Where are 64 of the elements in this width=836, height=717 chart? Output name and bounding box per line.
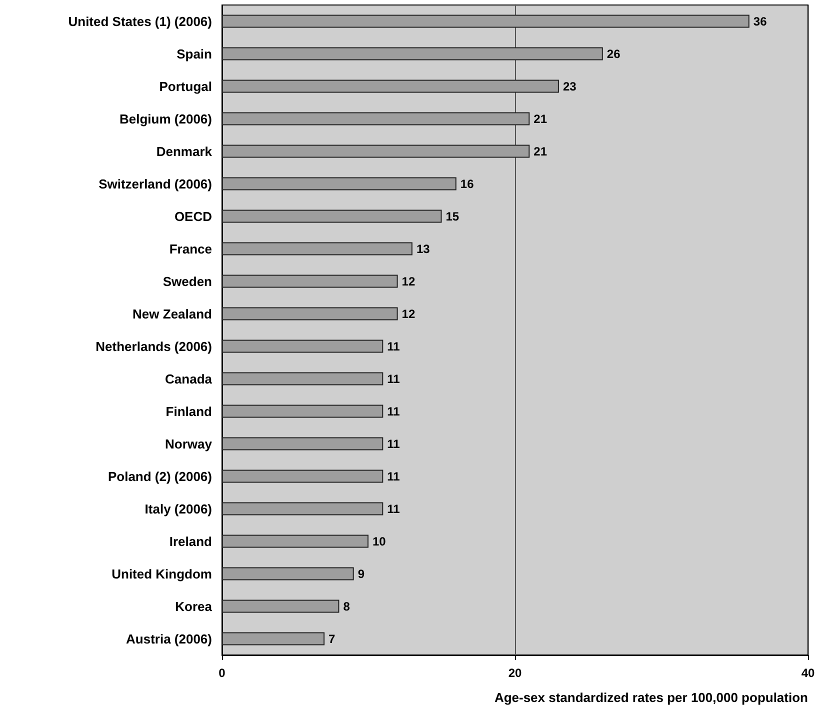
bar <box>222 567 354 580</box>
bar <box>222 340 384 353</box>
y-tick-label: Korea <box>175 598 213 614</box>
bar <box>222 177 456 190</box>
data-label: 11 <box>387 469 400 484</box>
bar <box>222 242 412 256</box>
bar <box>222 632 325 646</box>
bar <box>222 80 559 93</box>
data-label: 16 <box>460 176 474 191</box>
data-label: 11 <box>387 404 400 418</box>
data-label: 21 <box>534 112 548 126</box>
y-tick-label: Norway <box>165 436 213 452</box>
bar <box>222 404 384 418</box>
y-tick-label: Netherlands (2006) <box>96 338 212 354</box>
data-label: 15 <box>446 209 460 224</box>
x-tick-label: 0 <box>218 666 226 680</box>
bar <box>222 534 368 548</box>
data-label: 12 <box>402 274 416 288</box>
y-tick-label: Sweden <box>162 274 212 289</box>
y-tick-label: Belgium (2006) <box>120 111 212 126</box>
y-tick-label: Canada <box>165 371 213 386</box>
data-label: 23 <box>562 79 577 94</box>
y-tick-label: Austria (2006) <box>126 631 212 646</box>
bar <box>222 14 750 28</box>
y-tick-label: Italy (2006) <box>144 501 212 516</box>
y-tick-label: Portugal <box>159 78 212 94</box>
data-label: 8 <box>343 599 350 614</box>
data-label: 7 <box>328 632 336 646</box>
bar <box>222 502 384 516</box>
bar <box>222 307 398 320</box>
data-label: 9 <box>358 566 365 581</box>
y-tick-label: Spain <box>176 46 212 62</box>
bar <box>222 470 384 483</box>
x-tick-label: 20 <box>508 666 522 680</box>
data-label: 11 <box>387 372 400 386</box>
bar <box>222 112 530 126</box>
y-tick-label: Finland <box>166 404 212 419</box>
data-label: 11 <box>387 502 400 516</box>
y-tick-label: OECD <box>174 208 212 224</box>
bar <box>222 144 530 158</box>
y-tick-label: Poland (2) (2006) <box>108 468 212 484</box>
data-label: 12 <box>402 306 416 321</box>
data-label: 36 <box>753 14 768 28</box>
data-label: 11 <box>387 339 400 354</box>
y-tick-label: Ireland <box>169 534 212 549</box>
y-tick-label: New Zealand <box>132 306 212 322</box>
bar <box>222 47 603 60</box>
bar <box>222 274 398 288</box>
data-label: 26 <box>606 46 621 61</box>
data-label: 21 <box>534 144 548 158</box>
x-axis-title: Age-sex standardized rates per 100,000 population <box>494 690 808 705</box>
bar <box>222 210 442 223</box>
data-label: 11 <box>387 436 400 451</box>
bar <box>222 372 384 386</box>
y-tick-label: United States (1) (2006) <box>68 14 212 29</box>
y-tick-label: United Kingdom <box>112 566 212 582</box>
x-tick-label: 40 <box>801 666 815 680</box>
y-tick-label: Denmark <box>156 144 213 159</box>
y-tick-label: France <box>169 241 212 256</box>
data-label: 10 <box>372 534 386 548</box>
y-tick-label: Switzerland (2006) <box>98 176 212 192</box>
bar <box>222 600 340 613</box>
bar <box>222 437 384 450</box>
data-label: 13 <box>416 242 430 256</box>
